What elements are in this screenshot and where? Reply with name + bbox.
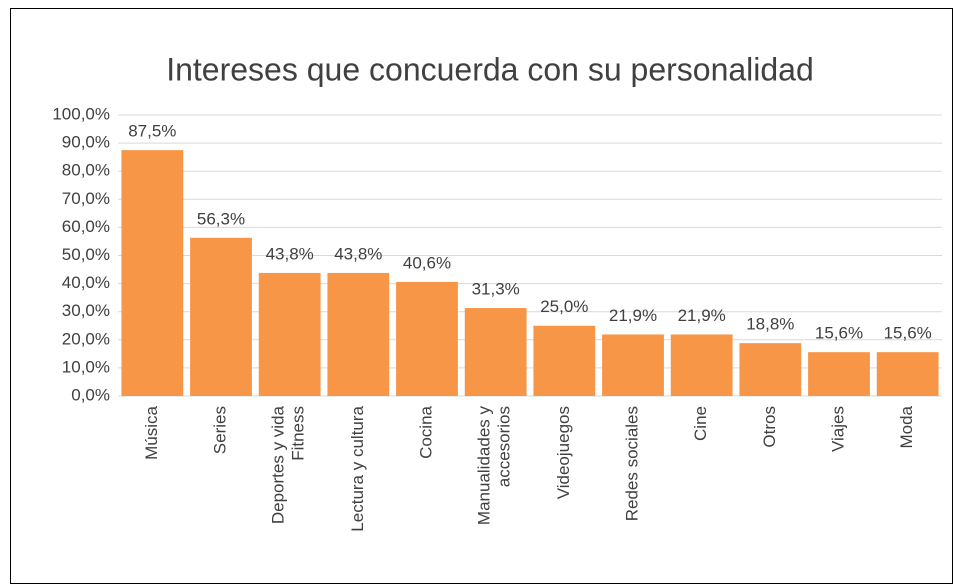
y-tick-label: 0,0% xyxy=(71,385,110,404)
x-tick-label: Moda xyxy=(897,405,916,448)
data-label: 87,5% xyxy=(128,122,176,141)
y-tick-label: 70,0% xyxy=(62,189,110,208)
x-tick-label: Cocina xyxy=(416,405,435,458)
data-label: 15,6% xyxy=(815,324,863,343)
bar xyxy=(464,308,527,396)
x-tick-label: Lectura y cultura xyxy=(348,405,367,531)
data-label: 18,8% xyxy=(746,315,794,334)
x-tick-label: Videojuegos xyxy=(554,406,573,499)
bar xyxy=(670,334,733,396)
bar xyxy=(258,272,321,396)
data-label: 25,0% xyxy=(540,297,588,316)
bar xyxy=(808,352,870,396)
bar xyxy=(533,325,596,396)
x-tick-label: Series xyxy=(210,406,229,454)
data-label: 56,3% xyxy=(197,209,245,228)
y-tick-label: 80,0% xyxy=(62,161,110,180)
x-tick-label: Redes sociales xyxy=(622,406,641,521)
bar xyxy=(602,334,664,396)
bar xyxy=(876,352,939,396)
y-tick-label: 60,0% xyxy=(62,217,110,236)
bar xyxy=(327,272,390,396)
bar xyxy=(396,281,458,396)
x-tick-label: Otros xyxy=(760,406,779,448)
x-tick-label: Viajes xyxy=(828,406,847,452)
data-label: 15,6% xyxy=(884,324,932,343)
data-label: 31,3% xyxy=(472,280,520,299)
y-tick-label: 90,0% xyxy=(62,133,110,152)
y-tick-label: 50,0% xyxy=(62,245,110,264)
x-tick-label: Deportes y vidaFitness xyxy=(269,405,308,524)
data-label: 40,6% xyxy=(403,253,451,272)
x-tick-label: Manualidades yaccesorios xyxy=(475,406,514,526)
y-tick-label: 40,0% xyxy=(62,273,110,292)
data-label: 21,9% xyxy=(678,306,726,325)
y-tick-label: 10,0% xyxy=(62,357,110,376)
bar xyxy=(121,150,184,396)
bar xyxy=(739,343,802,396)
y-tick-label: 30,0% xyxy=(62,301,110,320)
data-label: 43,8% xyxy=(266,244,314,263)
chart-title: Intereses que concuerda con su personali… xyxy=(166,51,814,87)
data-label: 43,8% xyxy=(334,244,382,263)
x-tick-label: Música xyxy=(142,405,161,459)
y-tick-label: 100,0% xyxy=(52,104,110,123)
x-tick-label: Cine xyxy=(691,406,710,441)
y-tick-label: 20,0% xyxy=(62,329,110,348)
bar xyxy=(190,237,252,396)
data-label: 21,9% xyxy=(609,306,657,325)
